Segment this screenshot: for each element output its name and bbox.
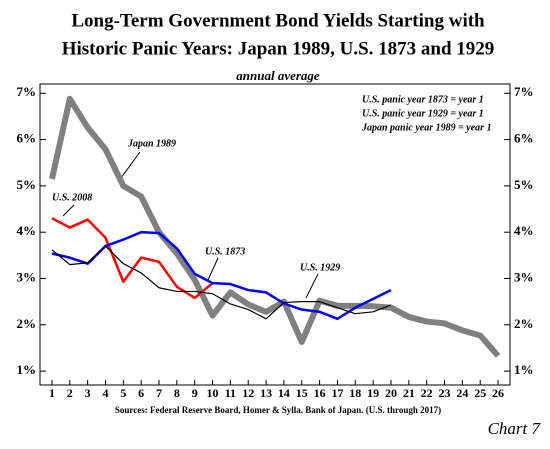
y2-tick-label: 2% [514,316,534,331]
x-tick-label: 20 [385,386,397,400]
x-tick-label: 22 [421,386,433,400]
chart-title: Long-Term Government Bond Yields Startin… [71,10,485,31]
x-tick-label: 14 [278,386,290,400]
x-tick-label: 26 [492,386,504,400]
y-tick-label: 3% [17,269,37,284]
line-series [51,230,392,321]
source: Sources: Federal Reserve Board, Homer & … [115,405,441,415]
note: Japan panic year 1989 = year 1 [361,122,492,133]
x-tick-label: 17 [331,386,343,400]
note: U.S. panic year 1873 = year 1 [362,94,484,105]
x-tick-label: 24 [456,386,468,400]
x-tick-label: 21 [403,386,415,400]
pointer [305,273,319,299]
series-label: U.S. 1929 [300,262,340,273]
chart-label: Chart 7 [488,419,542,438]
chart-subtitle: annual average [236,68,320,83]
x-tick-label: 6 [138,386,144,400]
y2-tick-label: 7% [514,84,534,99]
y2-tick-label: 4% [514,223,534,238]
y-tick-label: 1% [17,362,37,377]
x-tick-label: 7 [156,386,162,400]
series-label: U.S. 2008 [52,192,92,203]
series-label: U.S. 1873 [205,246,245,257]
x-tick-label: 23 [439,386,451,400]
line-series [49,95,501,358]
y2-tick-label: 1% [514,362,534,377]
note: U.S. panic year 1929 = year 1 [362,108,484,119]
x-tick-label: 15 [296,386,308,400]
y-tick-label: 4% [17,223,37,238]
y2-tick-label: 6% [514,131,534,146]
y-tick-label: 6% [17,131,37,146]
chart-title: Historic Panic Years: Japan 1989, U.S. 1… [62,38,495,59]
x-tick-label: 12 [242,386,254,400]
plot-frame [39,83,511,386]
x-tick-label: 19 [367,386,379,400]
y2-tick-label: 5% [514,177,534,192]
pointer [62,204,75,217]
x-tick-label: 2 [67,386,73,400]
x-tick-label: 11 [225,386,236,400]
x-tick-label: 3 [85,386,91,400]
x-tick-label: 25 [474,386,486,400]
y-tick-label: 5% [17,177,37,192]
y2-tick-label: 3% [514,269,534,284]
line-series [51,217,214,300]
y-tick-label: 7% [17,84,37,99]
x-tick-label: 1 [49,386,55,400]
x-tick-label: 9 [192,386,198,400]
line-series [51,245,392,320]
x-tick-label: 10 [207,386,219,400]
pointer [207,257,219,281]
series-label: Japan 1989 [127,138,176,149]
x-tick-label: 8 [174,386,180,400]
y-tick-label: 2% [17,316,37,331]
x-tick-label: 18 [349,386,361,400]
x-tick-label: 13 [260,386,272,400]
x-tick-label: 4 [102,386,108,400]
x-tick-label: 5 [120,386,126,400]
x-tick-label: 16 [314,386,326,400]
